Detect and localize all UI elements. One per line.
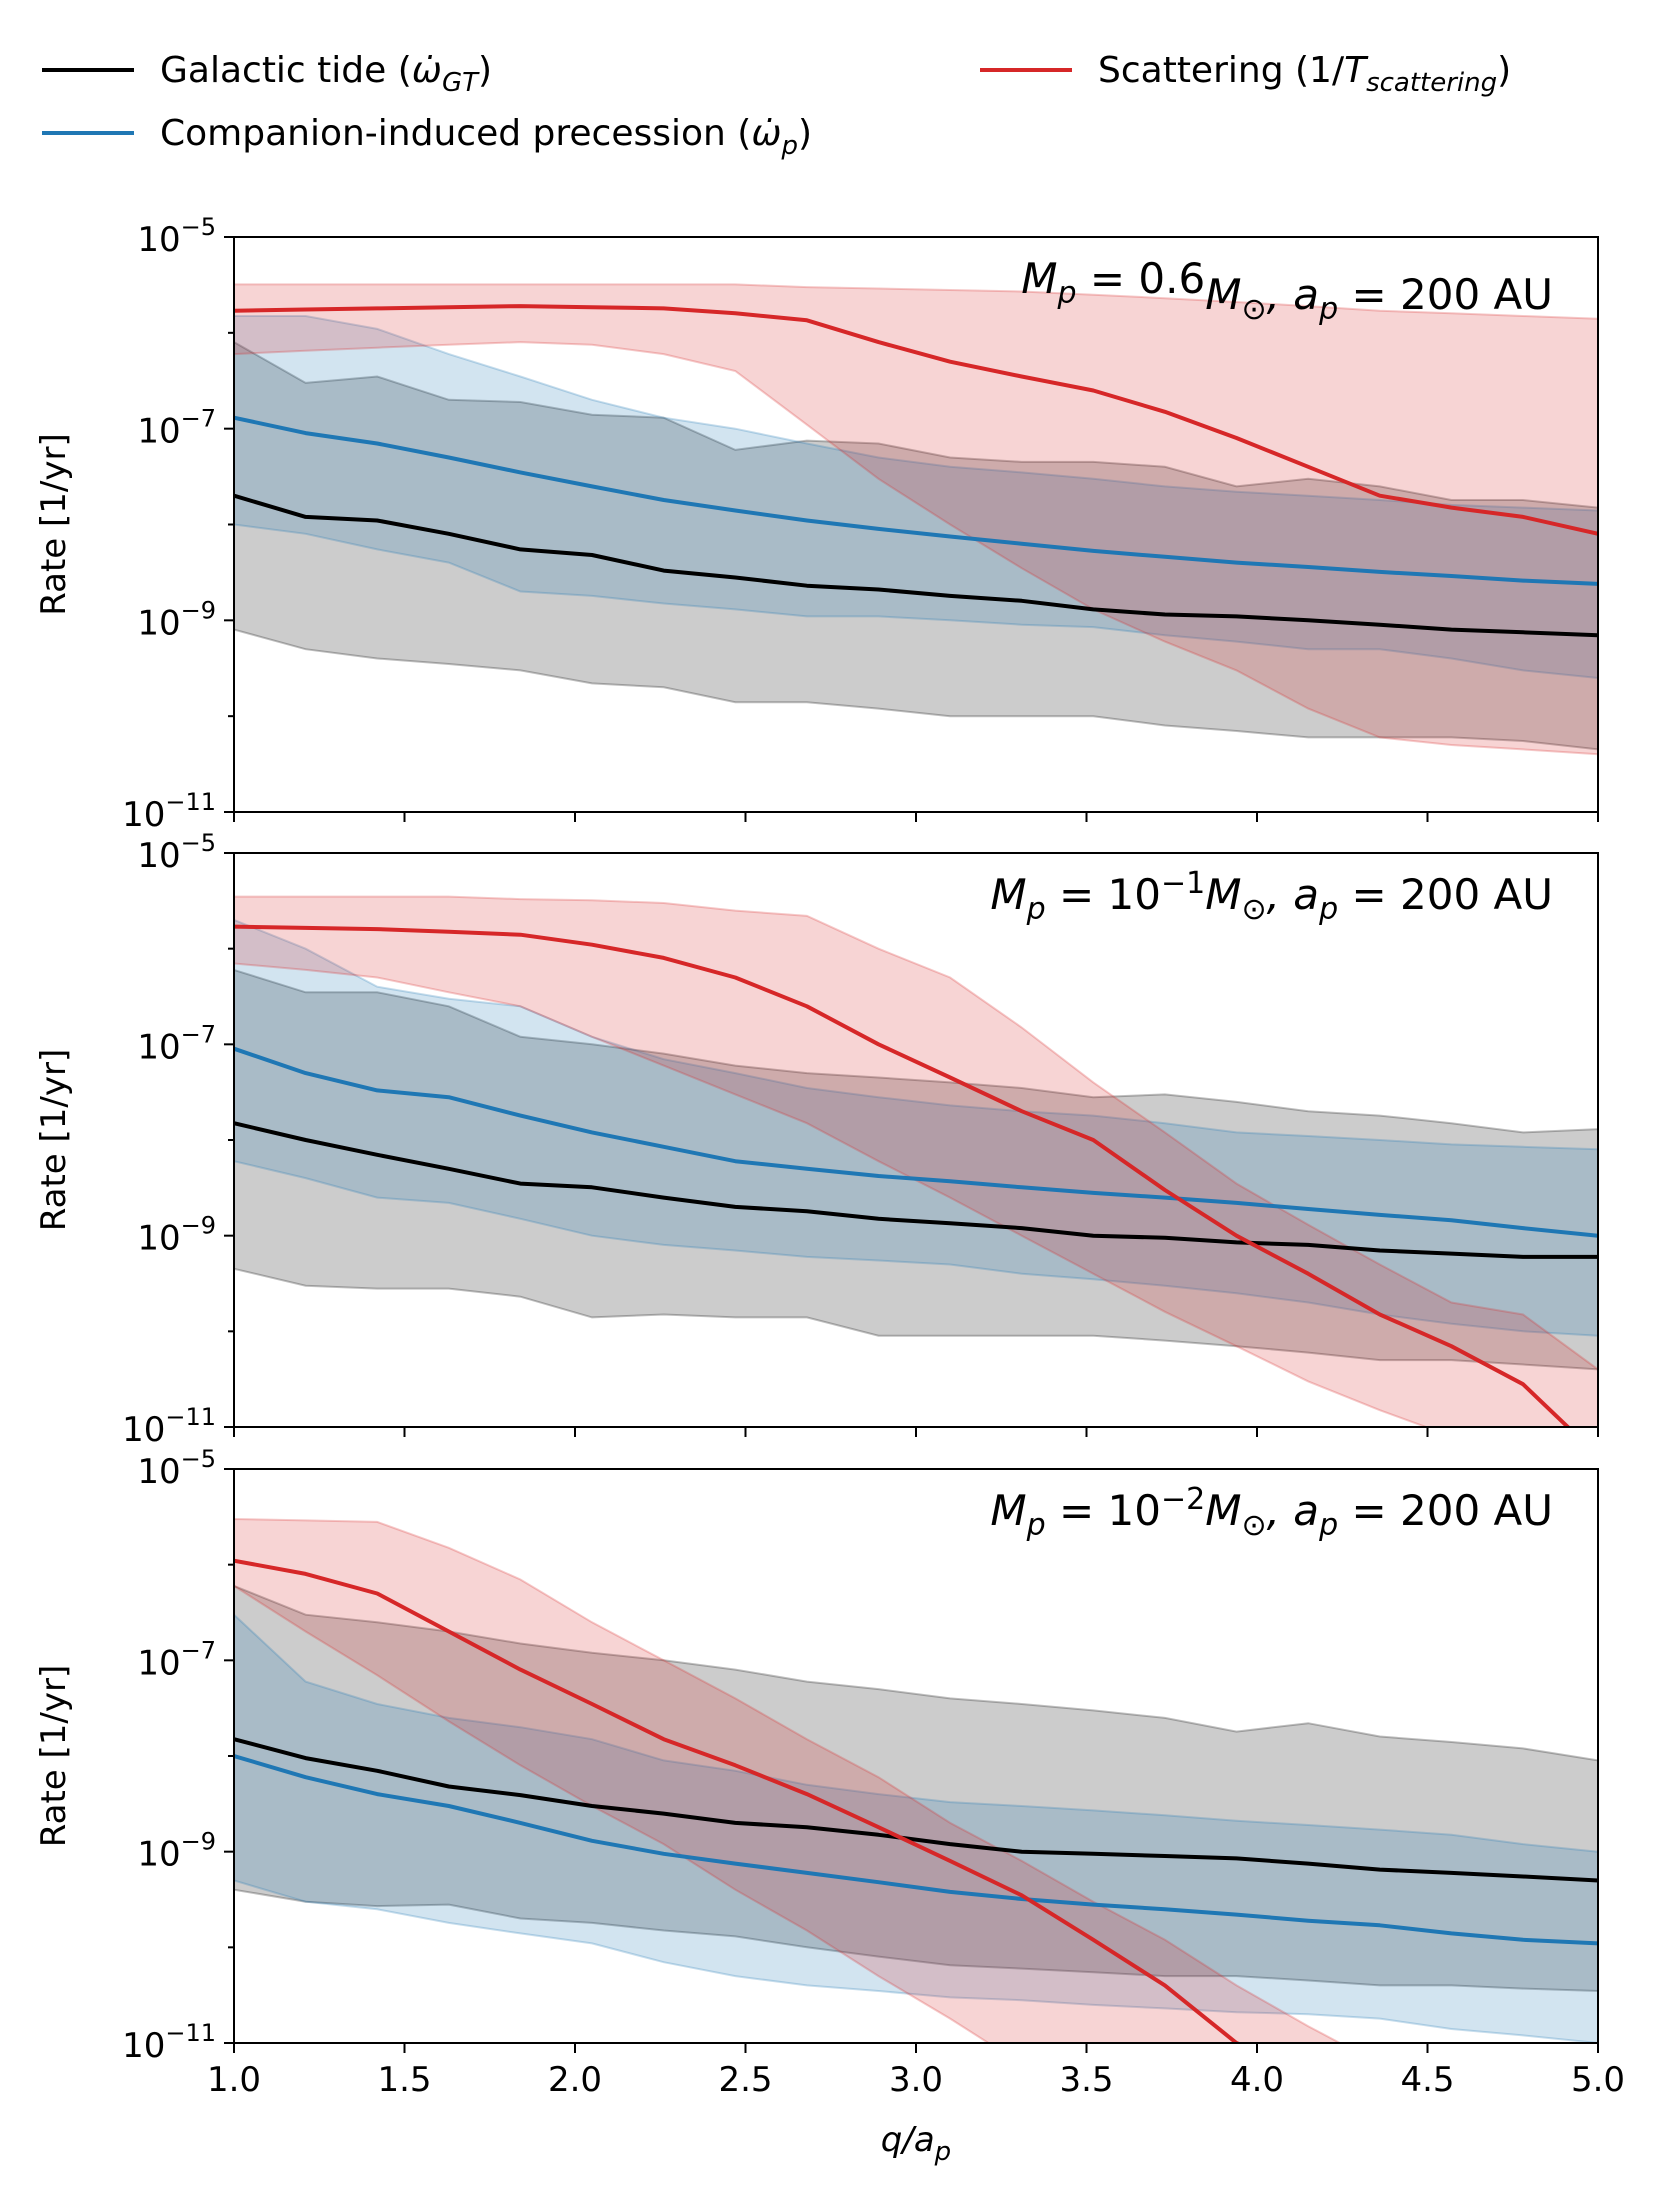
y-tick-label: 10−7	[137, 405, 216, 452]
median-line-gt	[234, 493, 1598, 638]
y-axis: 10−11 10−9 10−7 10−5	[122, 213, 234, 835]
median-line-gt	[234, 1121, 1598, 1259]
y-tick-label: 10−11	[122, 788, 216, 835]
x-tick-label: 2.0	[548, 2060, 602, 2100]
x-tick-label: 3.0	[889, 2060, 943, 2100]
y-axis-label: Rate [1/yr]	[34, 433, 74, 615]
y-axis: 10−11 10−9 10−7 10−5	[122, 829, 234, 1450]
x-axis: 1.0 1.5 2.0 2.5 3.0 3.5 4.0 4.5 5.0	[207, 2043, 1625, 2100]
median-line-scat	[234, 1558, 1242, 2043]
y-tick-label: 10−5	[137, 1445, 216, 1492]
band-comp	[234, 918, 1598, 1337]
panel-annotation: Mp = 10−1M⊙, ap = 200 AU	[990, 866, 1553, 927]
panel-bottom: 1.0 1.5 2.0 2.5 3.0 3.5 4.0 4.5 5.0 10−1110−910−…	[34, 1445, 1625, 2167]
y-tick-label: 10−9	[137, 1212, 216, 1259]
x-axis	[233, 812, 1599, 822]
median-line-comp	[234, 1754, 1598, 1946]
y-tick-label: 10−5	[137, 829, 216, 876]
legend-entry-companion-precession: Companion-induced precession (ω̇p)	[42, 113, 812, 161]
y-axis-label: Rate [1/yr]	[34, 1665, 74, 1847]
legend-entry-scattering: Scattering (1/Tscattering)	[980, 50, 1511, 98]
confidence-bands	[234, 283, 1598, 756]
median-lines	[234, 924, 1598, 1427]
band-scat	[234, 283, 1598, 756]
x-axis-label: q/ap	[881, 2120, 951, 2167]
x-tick-label: 1.0	[207, 2060, 261, 2100]
x-tick-label: 1.5	[377, 2060, 431, 2100]
band-gt	[234, 968, 1598, 1371]
y-tick-label: 10−7	[137, 1020, 216, 1067]
median-lines	[234, 1558, 1598, 2043]
panel-annotation: Mp = 0.6M⊙, ap = 200 AU	[1021, 254, 1553, 327]
band-scat	[234, 1517, 1342, 2043]
x-axis	[233, 1427, 1599, 1437]
legend-label-scattering: Scattering (1/Tscattering)	[1098, 50, 1511, 98]
median-line-gt	[234, 1737, 1598, 1883]
band-gt	[234, 340, 1598, 751]
median-line-scat	[234, 924, 1571, 1427]
band-comp	[234, 315, 1598, 680]
legend-label-galactic-tide: Galactic tide (ω̇GT)	[160, 50, 492, 98]
confidence-bands	[234, 1517, 1598, 2043]
y-tick-label: 10−11	[122, 2019, 216, 2066]
band-scat	[234, 895, 1598, 1427]
median-line-scat	[234, 304, 1598, 536]
legend: Galactic tide (ω̇GT) Companion-induced p…	[42, 50, 1511, 161]
x-tick-label: 4.5	[1400, 2060, 1454, 2100]
y-tick-label: 10−5	[137, 213, 216, 260]
panel-middle: 10−11 10−9 10−7 10−5 Mp = 10−1M⊙, ap = 200 …	[34, 829, 1599, 1450]
panel-top: 10−11 10−9 10−7 10−5 Mp = 0.6M⊙, ap = 200 A…	[34, 213, 1599, 835]
plot-frame	[233, 1468, 1599, 2044]
legend-entry-galactic-tide: Galactic tide (ω̇GT)	[42, 50, 492, 98]
median-line-comp	[234, 415, 1598, 586]
y-tick-label: 10−7	[137, 1636, 216, 1683]
y-tick-label: 10−11	[122, 1403, 216, 1450]
x-tick-label: 2.5	[718, 2060, 772, 2100]
median-lines	[234, 304, 1598, 638]
band-gt	[234, 1584, 1598, 1993]
plot-frame	[233, 236, 1599, 813]
y-axis: 10−11 10−9 10−7 10−5	[122, 1445, 234, 2066]
y-axis-label: Rate [1/yr]	[34, 1049, 74, 1231]
confidence-bands	[234, 895, 1598, 1427]
y-tick-label: 10−9	[137, 596, 216, 643]
panel-annotation: Mp = 10−2M⊙, ap = 200 AU	[990, 1482, 1553, 1543]
x-tick-label: 4.0	[1230, 2060, 1284, 2100]
plot-frame	[233, 852, 1599, 1428]
x-tick-label: 3.5	[1059, 2060, 1113, 2100]
band-comp	[234, 1613, 1598, 2043]
median-line-comp	[234, 1046, 1598, 1238]
x-tick-label: 5.0	[1571, 2060, 1625, 2100]
y-tick-label: 10−9	[137, 1828, 216, 1875]
legend-label-companion-precession: Companion-induced precession (ω̇p)	[160, 113, 812, 161]
